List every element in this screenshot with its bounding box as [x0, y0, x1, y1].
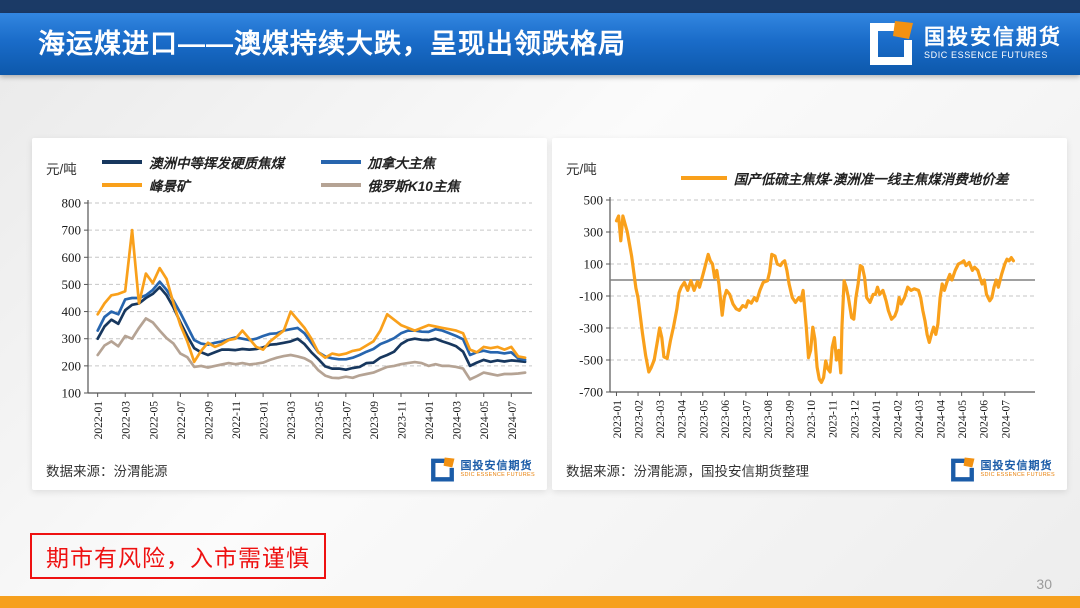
watermark-logo-icon [430, 457, 454, 482]
svg-text:2022-09: 2022-09 [203, 401, 215, 440]
svg-text:2024-02: 2024-02 [892, 400, 904, 439]
legend-swatch-spread [680, 176, 727, 180]
svg-text:2024-05: 2024-05 [957, 400, 969, 439]
svg-text:2023-09: 2023-09 [785, 400, 797, 439]
svg-text:2023-12: 2023-12 [849, 400, 861, 439]
left-chart-watermark-logo: 国投安信期货 SDIC ESSENCE FUTURES [429, 457, 535, 482]
left-y-unit-label: 元/吨 [46, 162, 77, 177]
svg-text:500: 500 [584, 196, 604, 208]
svg-text:400: 400 [62, 304, 82, 319]
right-chart-legend: 国产低硫主焦煤-澳洲准一线主焦煤消费地价差 [632, 168, 1057, 188]
legend-item: 加拿大主焦 [320, 152, 540, 172]
company-logo-text: 国投安信期货 SDIC ESSENCE FUTURES [924, 26, 1062, 61]
svg-text:-700: -700 [579, 385, 603, 400]
svg-text:2023-03: 2023-03 [655, 400, 667, 439]
watermark-name-en: SDIC ESSENCE FUTURES [460, 472, 535, 478]
watermark-name-cn: 国投安信期货 [460, 460, 533, 472]
svg-text:2023-04: 2023-04 [677, 400, 689, 439]
left-chart-panel: 元/吨 澳洲中等挥发硬质焦煤 加拿大主焦 峰景矿 俄罗斯K10主焦 800 700… [32, 138, 547, 490]
left-chart-legend: 澳洲中等挥发硬质焦煤 加拿大主焦 峰景矿 俄罗斯K10主焦 [102, 152, 539, 195]
svg-text:2023-08: 2023-08 [763, 400, 775, 439]
svg-text:-100: -100 [579, 289, 603, 304]
company-name-cn: 国投安信期货 [924, 25, 1062, 49]
svg-text:200: 200 [62, 358, 82, 373]
header-bar: 海运煤进口——澳煤持续大跌，呈现出领跌格局 国投安信期货 SDIC ESSENC… [0, 13, 1080, 75]
page-title: 海运煤进口——澳煤持续大跌，呈现出领跌格局 [38, 29, 626, 59]
page-number: 30 [1036, 576, 1052, 592]
risk-disclaimer: 期市有风险，入市需谨慎 [30, 533, 326, 579]
svg-text:2023-11: 2023-11 [397, 401, 409, 439]
svg-text:2023-11: 2023-11 [828, 400, 840, 438]
svg-text:2024-03: 2024-03 [914, 400, 926, 439]
svg-text:300: 300 [584, 225, 604, 240]
svg-text:2024-06: 2024-06 [979, 400, 991, 439]
watermark-name-cn: 国投安信期货 [980, 460, 1053, 472]
svg-text:2022-07: 2022-07 [176, 401, 188, 440]
company-name-en: SDIC ESSENCE FUTURES [924, 49, 1049, 60]
legend-swatch-navy [102, 160, 142, 164]
svg-text:2022-11: 2022-11 [231, 401, 243, 439]
right-line-chart: 500 300 100 -100 -300 -500 -700 2023-01 2023-02 2… [579, 196, 1035, 439]
legend-item: 俄罗斯K10主焦 [320, 175, 540, 195]
watermark-logo-text: 国投安信期货 SDIC ESSENCE FUTURES [461, 460, 535, 479]
svg-text:2024-01: 2024-01 [424, 401, 436, 440]
svg-text:600: 600 [62, 250, 82, 265]
legend-label: 国产低硫主焦煤-澳洲准一线主焦煤消费地价差 [733, 172, 1009, 187]
left-line-chart: 800 700 600 500 400 300 200 100 2022-01 2022-03 20… [62, 196, 532, 440]
svg-text:2024-07: 2024-07 [507, 401, 519, 440]
legend-swatch-tan [320, 183, 361, 187]
bottom-accent-bar [0, 596, 1080, 608]
company-logo: 国投安信期货 SDIC ESSENCE FUTURES [867, 20, 1062, 66]
svg-text:2024-05: 2024-05 [479, 401, 491, 440]
svg-text:700: 700 [62, 223, 82, 238]
legend-label: 加拿大主焦 [367, 156, 436, 171]
legend-label: 峰景矿 [149, 179, 190, 194]
svg-text:2024-01: 2024-01 [871, 400, 883, 439]
svg-text:2022-01: 2022-01 [93, 401, 105, 440]
svg-text:2023-02: 2023-02 [634, 400, 646, 439]
watermark-name-en: SDIC ESSENCE FUTURES [980, 472, 1055, 478]
svg-text:2022-05: 2022-05 [148, 401, 160, 440]
svg-text:2023-07: 2023-07 [341, 401, 353, 440]
right-chart-source: 数据来源：汾渭能源，国投安信期货整理 [566, 464, 809, 479]
legend-swatch-orange [102, 183, 142, 187]
svg-text:2023-03: 2023-03 [286, 401, 298, 440]
watermark-logo-text: 国投安信期货 SDIC ESSENCE FUTURES [981, 460, 1055, 479]
svg-text:500: 500 [62, 277, 82, 292]
right-chart-panel: 元/吨 国产低硫主焦煤-澳洲准一线主焦煤消费地价差 500 300 100 -100 -… [552, 138, 1067, 490]
svg-text:-500: -500 [579, 353, 603, 368]
legend-item: 峰景矿 [102, 175, 321, 195]
svg-text:2023-06: 2023-06 [720, 400, 732, 439]
right-y-unit-label: 元/吨 [566, 162, 597, 177]
svg-text:2024-07: 2024-07 [1000, 400, 1012, 439]
watermark-logo-icon [950, 457, 974, 482]
svg-text:800: 800 [62, 196, 82, 211]
svg-text:2024-03: 2024-03 [452, 401, 464, 440]
svg-text:100: 100 [62, 386, 82, 401]
svg-text:2023-05: 2023-05 [698, 400, 710, 439]
svg-text:2023-10: 2023-10 [806, 400, 818, 439]
svg-text:2023-01: 2023-01 [612, 400, 624, 439]
svg-text:300: 300 [62, 331, 82, 346]
legend-label: 俄罗斯K10主焦 [367, 179, 460, 194]
legend-item: 国产低硫主焦煤-澳洲准一线主焦煤消费地价差 [680, 168, 1009, 188]
svg-text:2024-04: 2024-04 [936, 400, 948, 439]
legend-item: 澳洲中等挥发硬质焦煤 [102, 152, 321, 172]
legend-label: 澳洲中等挥发硬质焦煤 [149, 156, 284, 171]
company-logo-icon [870, 21, 913, 65]
svg-text:2022-03: 2022-03 [121, 401, 133, 440]
svg-text:-300: -300 [579, 321, 603, 336]
svg-text:2023-07: 2023-07 [741, 400, 753, 439]
legend-swatch-blue [320, 160, 361, 164]
svg-text:2023-09: 2023-09 [369, 401, 381, 440]
right-chart-watermark-logo: 国投安信期货 SDIC ESSENCE FUTURES [949, 457, 1055, 482]
svg-text:100: 100 [584, 257, 604, 272]
svg-text:2023-01: 2023-01 [259, 401, 271, 440]
left-chart-source: 数据来源：汾渭能源 [46, 464, 168, 479]
header-top-strip [0, 0, 1080, 13]
svg-text:2023-05: 2023-05 [314, 401, 326, 440]
